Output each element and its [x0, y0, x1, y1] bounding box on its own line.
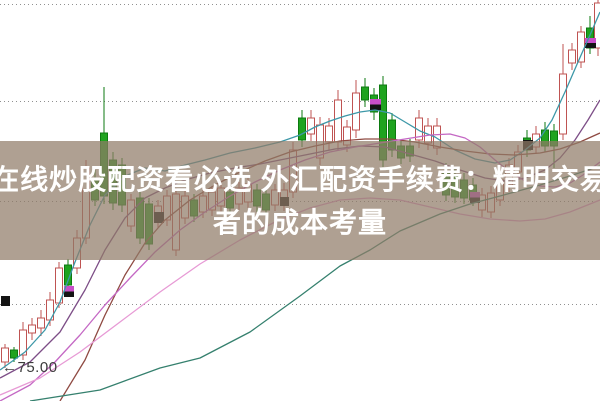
headline-line2: 者的成本考量 — [212, 206, 387, 238]
signal-marker-magenta — [64, 286, 74, 292]
candle-up — [19, 329, 27, 356]
signal-marker-black — [370, 104, 381, 110]
candle-up — [307, 117, 315, 135]
candle-up — [352, 92, 360, 131]
candle-up — [334, 99, 342, 143]
candle-up — [568, 49, 576, 64]
candle-up — [28, 324, 36, 334]
signal-marker-magenta — [370, 99, 381, 105]
signal-marker-magenta — [585, 38, 596, 43]
candle-down — [361, 86, 369, 101]
candle-up — [325, 125, 333, 143]
signal-marker-black — [1, 296, 10, 306]
headline-line1: 在线炒股配资看必选 外汇配资手续费：精明交易 — [0, 163, 600, 195]
candle-down — [64, 264, 72, 286]
candle-up — [577, 31, 585, 63]
candle-up — [37, 317, 45, 329]
candle-up — [1, 347, 9, 363]
candle-down — [298, 117, 306, 141]
headline-overlay: 在线炒股配资看必选 外汇配资手续费：精明交易 者的成本考量 — [0, 141, 600, 260]
signal-marker-black — [585, 43, 596, 48]
signal-marker-black — [64, 291, 74, 297]
candle-down — [10, 349, 18, 359]
price-level-label: ←75.00 — [2, 359, 58, 376]
candle-up — [559, 73, 567, 135]
